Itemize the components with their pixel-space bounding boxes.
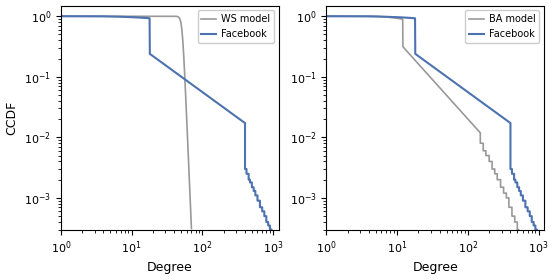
Facebook xyxy=(323,15,330,18)
BA model xyxy=(323,15,330,18)
WS model xyxy=(188,227,195,230)
Facebook xyxy=(403,16,410,19)
Line: Facebook: Facebook xyxy=(61,16,275,240)
Facebook xyxy=(271,239,278,242)
X-axis label: Degree: Degree xyxy=(412,262,458,274)
WS model xyxy=(175,15,181,19)
Facebook xyxy=(190,84,197,88)
Facebook xyxy=(230,113,237,116)
WS model xyxy=(183,111,190,114)
Facebook xyxy=(451,80,457,84)
Facebook xyxy=(477,100,484,103)
WS model xyxy=(176,16,183,19)
Facebook xyxy=(270,239,276,242)
BA model xyxy=(446,97,453,101)
Facebook xyxy=(496,113,502,116)
Line: WS model: WS model xyxy=(61,16,191,228)
Facebook xyxy=(537,239,543,242)
X-axis label: Degree: Degree xyxy=(147,262,193,274)
BA model xyxy=(515,228,522,231)
Facebook xyxy=(211,100,218,103)
Facebook xyxy=(176,74,183,77)
Facebook xyxy=(442,74,448,77)
WS model xyxy=(175,15,182,19)
WS model xyxy=(185,157,192,161)
Facebook xyxy=(185,80,192,84)
BA model xyxy=(470,123,476,126)
Facebook xyxy=(58,15,64,18)
BA model xyxy=(427,76,434,80)
Legend: WS model, Facebook: WS model, Facebook xyxy=(198,10,274,43)
Line: BA model: BA model xyxy=(326,16,518,230)
BA model xyxy=(468,121,475,124)
Y-axis label: CCDF: CCDF xyxy=(6,101,18,135)
Legend: BA model, Facebook: BA model, Facebook xyxy=(466,10,539,43)
Facebook xyxy=(137,16,144,19)
BA model xyxy=(514,228,521,231)
WS model xyxy=(59,15,65,18)
WS model xyxy=(58,15,64,18)
Line: Facebook: Facebook xyxy=(326,16,540,240)
Facebook xyxy=(535,239,542,242)
Facebook xyxy=(456,84,463,88)
BA model xyxy=(353,15,360,18)
BA model xyxy=(347,15,354,18)
